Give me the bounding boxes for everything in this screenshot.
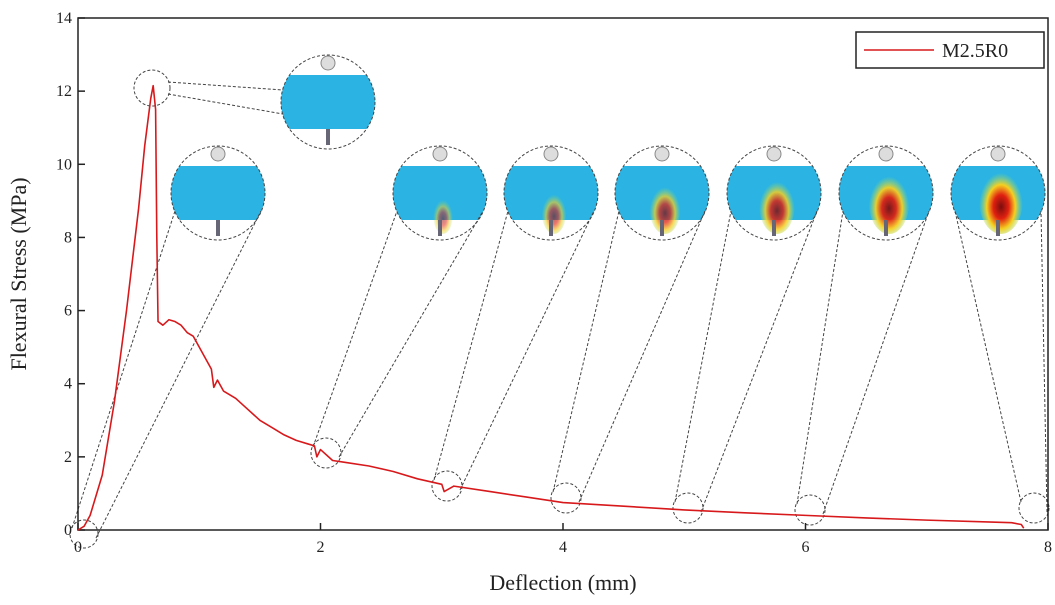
inset-support: [549, 220, 553, 236]
inset-support: [216, 220, 220, 236]
inset-connector: [168, 94, 283, 114]
inset-strain: [649, 182, 680, 234]
y-tick-label: 14: [56, 10, 72, 27]
inset-connector: [339, 211, 483, 457]
x-tick-label: 6: [802, 539, 810, 556]
inset-connector: [168, 82, 283, 90]
y-tick-label: 4: [64, 376, 72, 393]
inset-connector: [701, 211, 817, 512]
plot-area: 0 2 4 6 8 0 2 4 6 8 10 12 14 M2.5R0: [56, 10, 1052, 556]
inset-support: [772, 220, 776, 236]
inset-connector: [797, 211, 843, 504]
inset-marker: [551, 483, 581, 513]
x-tick-label: 8: [1044, 539, 1052, 556]
inset-strain: [869, 170, 910, 234]
inset-strain: [759, 176, 795, 234]
inset-connector: [675, 211, 731, 502]
y-tick-label: 8: [64, 229, 72, 246]
x-axis-title: Deflection (mm): [489, 570, 636, 595]
inset-connector: [434, 211, 508, 480]
inset-indenter: [879, 147, 893, 161]
inset-indenter: [544, 147, 558, 161]
inset-connector: [72, 211, 175, 528]
inset-indenter: [991, 147, 1005, 161]
y-tick-label: 12: [56, 83, 72, 100]
x-tick-label: 2: [317, 539, 325, 556]
inset-marker: [795, 495, 825, 525]
inset-connector: [460, 211, 594, 490]
inset-connector: [823, 211, 929, 514]
legend-label: M2.5R0: [942, 40, 1008, 62]
inset-indenter: [767, 147, 781, 161]
inset-connector: [1041, 211, 1047, 512]
inset-specimen: [171, 166, 265, 220]
inset-connector: [96, 211, 261, 538]
y-tick-label: 6: [64, 303, 72, 320]
inset-layer: [70, 55, 1049, 548]
inset-indenter: [211, 147, 225, 161]
inset-connector: [553, 211, 619, 492]
inset-support: [884, 220, 888, 236]
inset-specimen: [281, 75, 375, 129]
chart: 0 2 4 6 8 0 2 4 6 8 10 12 14 M2.5R0 Deflection (mm) F…: [0, 0, 1055, 600]
inset-strain: [979, 166, 1023, 234]
inset-support: [996, 220, 1000, 236]
inset-strain: [433, 196, 453, 234]
y-tick-label: 2: [64, 449, 72, 466]
y-axis-title: Flexural Stress (MPa): [6, 177, 31, 370]
inset-support: [660, 220, 664, 236]
inset-indenter: [321, 56, 335, 70]
inset-support: [326, 129, 330, 145]
inset-connector: [313, 211, 397, 447]
inset-marker: [673, 493, 703, 523]
inset-support: [438, 220, 442, 236]
y-tick-label: 10: [56, 156, 72, 173]
inset-indenter: [433, 147, 447, 161]
inset-marker: [1019, 493, 1049, 523]
y-tick-label: 0: [64, 522, 72, 539]
plot-frame: [78, 18, 1048, 530]
inset-connector: [579, 211, 705, 502]
inset-strain: [542, 190, 567, 234]
inset-connector: [955, 211, 1021, 502]
inset-indenter: [655, 147, 669, 161]
x-tick-label: 4: [559, 539, 567, 556]
x-tick-label: 0: [74, 539, 82, 556]
